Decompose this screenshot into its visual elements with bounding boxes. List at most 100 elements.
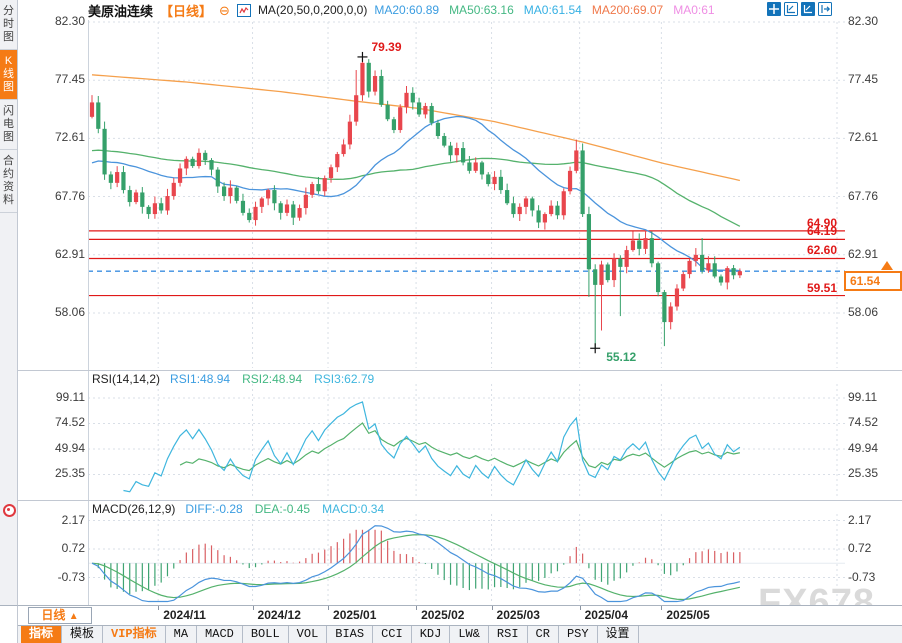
macd-readouts: DIFF:-0.28 DEA:-0.45 MACD:0.34 <box>185 502 386 516</box>
tab-MACD[interactable]: MACD <box>197 626 243 643</box>
y-axis-label: 49.94 <box>848 440 879 455</box>
y-axis-label: 49.94 <box>54 440 85 455</box>
ma-readout: MA200:69.07 <box>591 3 664 17</box>
period-selector[interactable]: 日线 ▲ <box>28 607 92 624</box>
y-axis-label: 0.72 <box>61 541 85 556</box>
y-axis-label: 99.11 <box>55 390 85 404</box>
x-axis-tick <box>661 606 663 610</box>
sidebar-item-分时图[interactable]: 分时图 <box>0 0 17 50</box>
x-axis-tick <box>416 606 418 610</box>
y-axis-label: 74.52 <box>848 415 879 430</box>
collapse-icon[interactable]: ⊖ <box>219 2 230 18</box>
y-axis-label: 0.72 <box>848 541 872 556</box>
ma-readout: MA50:63.16 <box>449 3 514 17</box>
y-axis-label: 58.06 <box>848 304 879 319</box>
tab-设置[interactable]: 设置 <box>598 626 639 643</box>
corner-cell <box>0 605 18 643</box>
y-axis-label: 58.06 <box>54 304 85 319</box>
y-axis-label: 67.76 <box>848 188 879 203</box>
tab-KDJ[interactable]: KDJ <box>412 626 451 643</box>
x-axis-date: 2024/12 <box>257 608 301 622</box>
x-axis-tick <box>579 606 581 610</box>
y-axis-label: 25.35 <box>54 466 85 481</box>
indicator-settings-icon[interactable] <box>3 504 16 517</box>
exit-view-icon[interactable] <box>818 2 832 16</box>
panel-divider <box>17 370 902 371</box>
period-up-arrow-icon: ▲ <box>68 611 79 622</box>
y-axis-label: 67.76 <box>54 188 85 203</box>
tab-模板[interactable]: 模板 <box>62 626 104 643</box>
tab-VIP指标[interactable]: VIP指标 <box>103 626 166 643</box>
ma-readout: MA0:61.54 <box>523 3 582 17</box>
panel-divider <box>17 500 902 501</box>
sidebar-item-合约资料[interactable]: 合约资料 <box>0 150 17 213</box>
macd-title: MACD(26,12,9) <box>92 502 176 516</box>
axis-scale-right-icon[interactable] <box>801 2 815 16</box>
ma-readout: MA20:60.89 <box>374 3 440 17</box>
x-axis-tick <box>252 606 254 610</box>
macd-header: MACD(26,12,9) DIFF:-0.28 DEA:-0.45 MACD:0.… <box>92 502 386 516</box>
y-axis-label: 77.45 <box>848 72 879 87</box>
x-axis-tick <box>491 606 493 610</box>
y-axis-label: 62.91 <box>848 246 879 261</box>
y-axis-label: 82.30 <box>54 14 85 28</box>
tab-MA[interactable]: MA <box>166 626 198 643</box>
rsi-readout: RSI3:62.79 <box>314 372 375 386</box>
symbol-title: 美原油连续 <box>88 3 154 19</box>
y-axis-label: 72.61 <box>54 130 85 145</box>
x-axis-tick <box>328 606 330 610</box>
pan-crosshair-icon[interactable] <box>767 2 781 16</box>
macd-readout: MACD:0.34 <box>322 502 385 516</box>
indicator-tab-bar: 指标 模板 VIP指标 MA MACD BOLL VOL BIAS CCI KDJ LW& RSI CR… <box>0 625 902 643</box>
plot-left-border <box>88 20 89 605</box>
rsi-readouts: RSI1:48.94 RSI2:48.94 RSI3:62.79 <box>170 372 376 386</box>
tab-PSY[interactable]: PSY <box>559 626 598 643</box>
rsi-header: RSI(14,14,2) RSI1:48.94 RSI2:48.94 RSI3:62… <box>92 372 376 386</box>
y-axis-label: 62.91 <box>54 246 85 261</box>
x-axis-tick <box>158 606 160 610</box>
rsi-readout: RSI2:48.94 <box>242 372 303 386</box>
x-axis-date: 2024/11 <box>163 608 206 622</box>
tab-BOLL[interactable]: BOLL <box>243 626 289 643</box>
tab-LW&[interactable]: LW& <box>450 626 489 643</box>
tab-RSI[interactable]: RSI <box>489 626 528 643</box>
x-axis-date: 2025/03 <box>496 608 540 622</box>
rsi-title: RSI(14,14,2) <box>92 372 161 386</box>
ma-readouts: MA20:60.89 MA50:63.16 MA0:61.54 MA200:69.07… <box>374 3 716 17</box>
macd-readout: DEA:-0.45 <box>254 502 311 516</box>
x-axis-date: 2025/02 <box>421 608 465 622</box>
x-axis-row: 2024/11 2024/12 2025/01 2025/02 2025/03 2025/… <box>0 605 902 626</box>
x-axis-date: 2025/01 <box>333 608 377 622</box>
tab-指标[interactable]: 指标 <box>21 626 63 643</box>
tab-CCI[interactable]: CCI <box>373 626 412 643</box>
toolbar <box>767 2 832 16</box>
last-price-tag: 61.54 <box>844 271 902 291</box>
main-chart-plot[interactable] <box>88 20 845 370</box>
rsi-readout: RSI1:48.94 <box>170 372 231 386</box>
y-axis-label: 77.45 <box>54 72 85 87</box>
macd-plot[interactable] <box>88 500 845 605</box>
sidebar-item-闪电图[interactable]: 闪电图 <box>0 100 17 150</box>
y-axis-label: 74.52 <box>54 415 85 430</box>
kline-chart-icon <box>236 3 251 17</box>
tab-BIAS[interactable]: BIAS <box>327 626 374 643</box>
y-axis-label: 25.35 <box>848 466 879 481</box>
ma-readout: MA0:61 <box>673 3 715 17</box>
chart-header: 美原油连续 【日线】 ⊖ MA(20,50,0,200,0,0) MA20:60… <box>88 0 717 20</box>
y-axis-label: 2.17 <box>848 512 872 527</box>
macd-readout: DIFF:-0.28 <box>185 502 243 516</box>
axis-scale-left-icon[interactable] <box>784 2 798 16</box>
tab-VOL[interactable]: VOL <box>289 626 328 643</box>
x-axis-date: 2025/05 <box>666 608 710 622</box>
ma-formula: MA(20,50,0,200,0,0) <box>257 3 368 17</box>
y-axis-label: 72.61 <box>848 130 879 145</box>
y-axis-label: 82.30 <box>848 14 879 28</box>
period-tag: 【日线】 <box>160 3 213 19</box>
rsi-plot[interactable] <box>88 370 845 500</box>
tab-CR[interactable]: CR <box>528 626 559 643</box>
x-axis-date: 2025/04 <box>584 608 628 622</box>
y-axis-label: 2.17 <box>61 512 85 527</box>
